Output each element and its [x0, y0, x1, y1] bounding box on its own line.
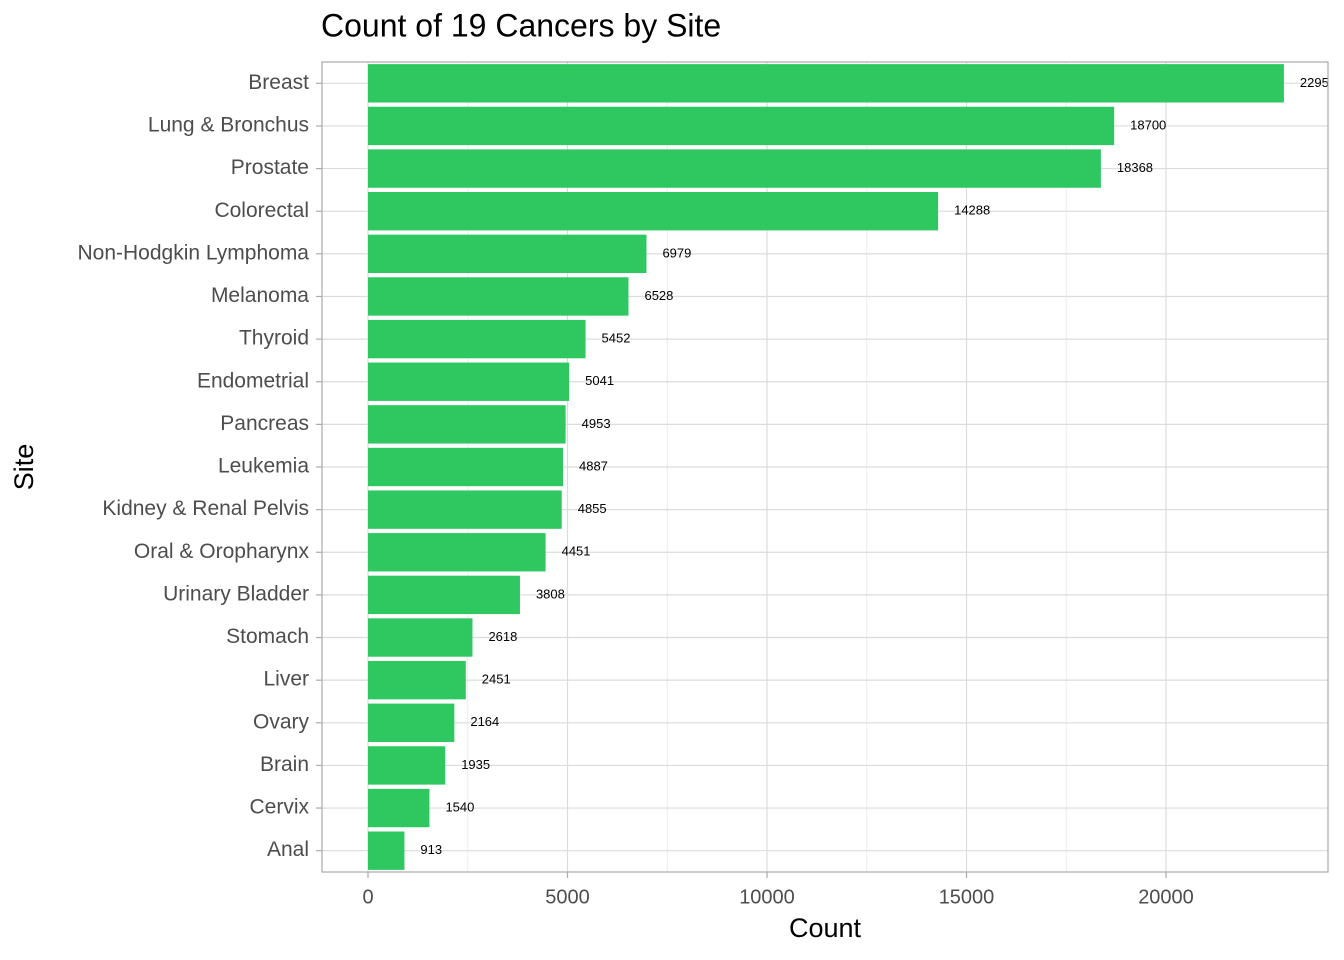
- value-label: 2164: [470, 714, 499, 729]
- bar: [368, 277, 629, 316]
- value-label: 4855: [578, 501, 607, 516]
- bar: [368, 192, 939, 231]
- bar: [368, 533, 546, 572]
- value-label: 5041: [585, 373, 614, 388]
- bar: [368, 831, 405, 870]
- x-tick-label: 15000: [939, 886, 995, 908]
- x-tick-label: 20000: [1138, 886, 1194, 908]
- x-axis-label: Count: [789, 913, 862, 943]
- bar: [368, 788, 430, 828]
- bar: [368, 490, 562, 529]
- value-label: 18700: [1130, 117, 1166, 132]
- bar: [368, 234, 647, 274]
- value-label: 1540: [445, 799, 474, 814]
- y-tick-label: Pancreas: [220, 412, 309, 435]
- x-tick-label: 5000: [545, 886, 590, 908]
- value-label: 6528: [644, 288, 673, 303]
- bar: [368, 618, 473, 657]
- y-tick-label: Non-Hodgkin Lymphoma: [77, 241, 309, 264]
- value-label: 4451: [562, 544, 591, 559]
- bars: 22955 18700 18368 14288 6979 6528 5452 5041 4953…: [368, 64, 1336, 870]
- bar: [368, 319, 586, 359]
- y-tick-label: Kidney & Renal Pelvis: [102, 497, 309, 520]
- y-tick-label: Oral & Oropharynx: [134, 540, 310, 563]
- bar: [368, 703, 455, 742]
- x-tick-label: 10000: [739, 886, 795, 908]
- y-tick-label: Leukemia: [218, 455, 309, 478]
- y-tick-label: Prostate: [231, 156, 309, 179]
- y-tick-label: Endometrial: [197, 369, 309, 392]
- y-tick-label: Melanoma: [211, 284, 309, 307]
- value-label: 2618: [488, 629, 517, 644]
- y-axis-label: Site: [9, 444, 39, 491]
- x-tick-label: 0: [362, 886, 373, 908]
- y-tick-label: Anal: [267, 838, 309, 861]
- y-tick-label: Cervix: [249, 796, 309, 819]
- value-label: 913: [420, 842, 442, 857]
- value-label: 3808: [536, 586, 565, 601]
- bar: [368, 64, 1284, 103]
- bar: [368, 405, 566, 444]
- value-label: 14288: [954, 203, 990, 218]
- value-label: 4887: [579, 458, 608, 473]
- y-tick-label: Breast: [248, 71, 309, 94]
- y-tick-label: Stomach: [226, 625, 309, 648]
- y-tick-label: Liver: [263, 668, 309, 691]
- bar: [368, 746, 446, 785]
- value-label: 6979: [662, 245, 691, 260]
- value-label: 2451: [482, 672, 511, 687]
- value-label: 22955: [1300, 75, 1336, 90]
- bar: [368, 106, 1115, 146]
- bar: [368, 362, 570, 401]
- value-label: 5452: [602, 331, 631, 346]
- bar: [368, 660, 466, 700]
- y-tick-label: Thyroid: [239, 327, 309, 350]
- y-tick-label: Brain: [260, 753, 309, 776]
- value-label: 1935: [461, 757, 490, 772]
- y-tick-label: Colorectal: [214, 199, 309, 222]
- chart-title: Count of 19 Cancers by Site: [321, 7, 721, 43]
- y-tick-label: Ovary: [253, 710, 310, 733]
- bar: [368, 575, 520, 615]
- y-tick-label: Urinary Bladder: [163, 582, 309, 605]
- bar: [368, 447, 563, 487]
- value-label: 4953: [582, 416, 611, 431]
- value-label: 18368: [1117, 160, 1153, 175]
- bar: [368, 149, 1101, 188]
- y-tick-label: Lung & Bronchus: [148, 113, 309, 136]
